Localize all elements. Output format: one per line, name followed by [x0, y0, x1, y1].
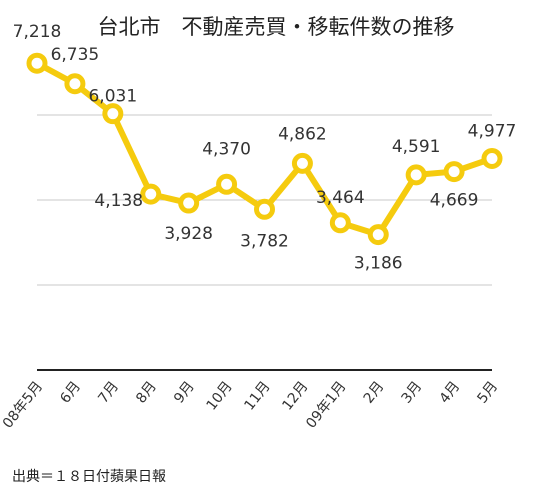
data-label: 3,186 — [354, 254, 403, 274]
data-label: 3,464 — [316, 188, 365, 208]
x-tick-label: 9月 — [171, 379, 198, 407]
data-point — [443, 161, 465, 183]
x-tick-label: 2月 — [361, 379, 388, 407]
data-point — [329, 212, 351, 234]
data-point — [367, 224, 389, 246]
x-tick-label: 11月 — [241, 379, 273, 414]
data-label: 3,782 — [240, 231, 289, 251]
data-label: 4,862 — [278, 124, 327, 144]
data-point — [102, 103, 124, 125]
x-tick-label: 6月 — [57, 379, 84, 407]
data-points — [26, 52, 503, 246]
chart-title: 台北市 不動産売買・移転件数の推移 — [98, 15, 455, 39]
data-point — [26, 52, 48, 74]
data-label: 3,928 — [164, 224, 213, 244]
data-label: 4,591 — [392, 137, 441, 157]
data-label: 6,735 — [51, 45, 100, 65]
data-point — [481, 147, 503, 169]
x-tick-label: 8月 — [133, 379, 160, 407]
x-tick-label: 09年1月 — [303, 379, 349, 432]
data-label: 4,370 — [202, 139, 251, 159]
x-tick-label: 12月 — [279, 379, 311, 414]
x-tick-label: 08年5月 — [0, 379, 46, 432]
data-point — [216, 173, 238, 195]
data-point — [178, 192, 200, 214]
data-label: 4,977 — [468, 121, 517, 141]
x-tick-label: 5月 — [474, 379, 501, 407]
data-label: 6,031 — [88, 87, 137, 107]
x-tick-label: 7月 — [95, 379, 122, 407]
data-label: 4,138 — [94, 191, 143, 211]
data-point — [291, 152, 313, 174]
data-point — [254, 198, 275, 220]
data-label: 4,669 — [430, 191, 479, 211]
data-label: 7,218 — [13, 22, 62, 42]
source-note: 出典＝１８日付蘋果日報 — [12, 469, 166, 485]
data-point — [140, 183, 162, 205]
x-tick-label: 3月 — [399, 379, 426, 407]
data-point — [64, 73, 86, 95]
data-labels: 7,218 6,735 6,031 4,138 3,928 4,370 3,782 4,862… — [13, 22, 517, 273]
data-point — [405, 164, 427, 186]
x-tick-label: 10月 — [204, 379, 236, 414]
x-tick-label: 4月 — [437, 379, 464, 407]
